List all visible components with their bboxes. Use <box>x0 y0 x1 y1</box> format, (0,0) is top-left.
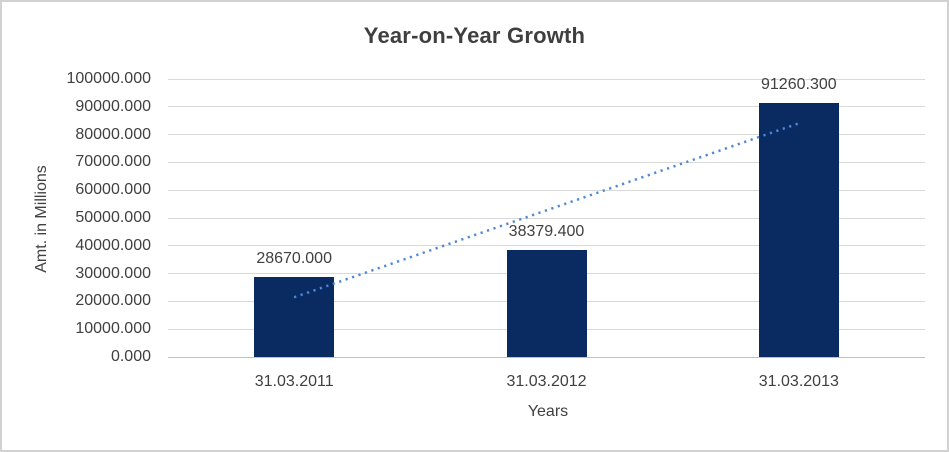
y-tick-label: 10000.000 <box>75 320 151 338</box>
gridline <box>168 161 925 163</box>
trendline-path <box>293 122 800 299</box>
y-tick-label: 90000.000 <box>75 97 151 115</box>
y-tick-label: 50000.000 <box>75 209 151 226</box>
y-tick-label: 20000.000 <box>75 292 151 310</box>
y-tick-label: 40000.000 <box>75 236 151 254</box>
y-tick-label: 30000.000 <box>75 264 151 282</box>
x-tick-label: 31.03.2011 <box>254 373 334 390</box>
gridline <box>168 78 925 80</box>
data-label: 38379.400 <box>508 223 585 241</box>
y-tick-label: 80000.000 <box>75 125 151 143</box>
y-tick-label: 60000.000 <box>75 181 151 199</box>
trendline <box>293 122 800 299</box>
gridline <box>168 217 925 219</box>
plot-area <box>168 78 925 358</box>
bar-31.03.2012 <box>506 250 587 357</box>
y-tick-label: 0.000 <box>110 348 151 365</box>
gridline <box>168 134 925 136</box>
y-tick-label: 100000.000 <box>66 70 151 87</box>
chart-title: Year-on-Year Growth <box>363 23 586 48</box>
x-axis-line <box>168 356 925 358</box>
data-label: 91260.300 <box>761 76 837 94</box>
bar-31.03.2013 <box>758 103 839 357</box>
gridline <box>168 106 925 108</box>
x-axis-title: Years <box>527 403 569 420</box>
x-tick-label: 31.03.2013 <box>758 373 839 390</box>
gridline <box>168 189 925 191</box>
bar-31.03.2011 <box>254 277 335 357</box>
y-tick-label: 70000.000 <box>75 153 151 171</box>
data-label: 28670.000 <box>256 250 332 268</box>
x-tick-label: 31.03.2012 <box>506 373 587 390</box>
gridline <box>168 245 925 247</box>
